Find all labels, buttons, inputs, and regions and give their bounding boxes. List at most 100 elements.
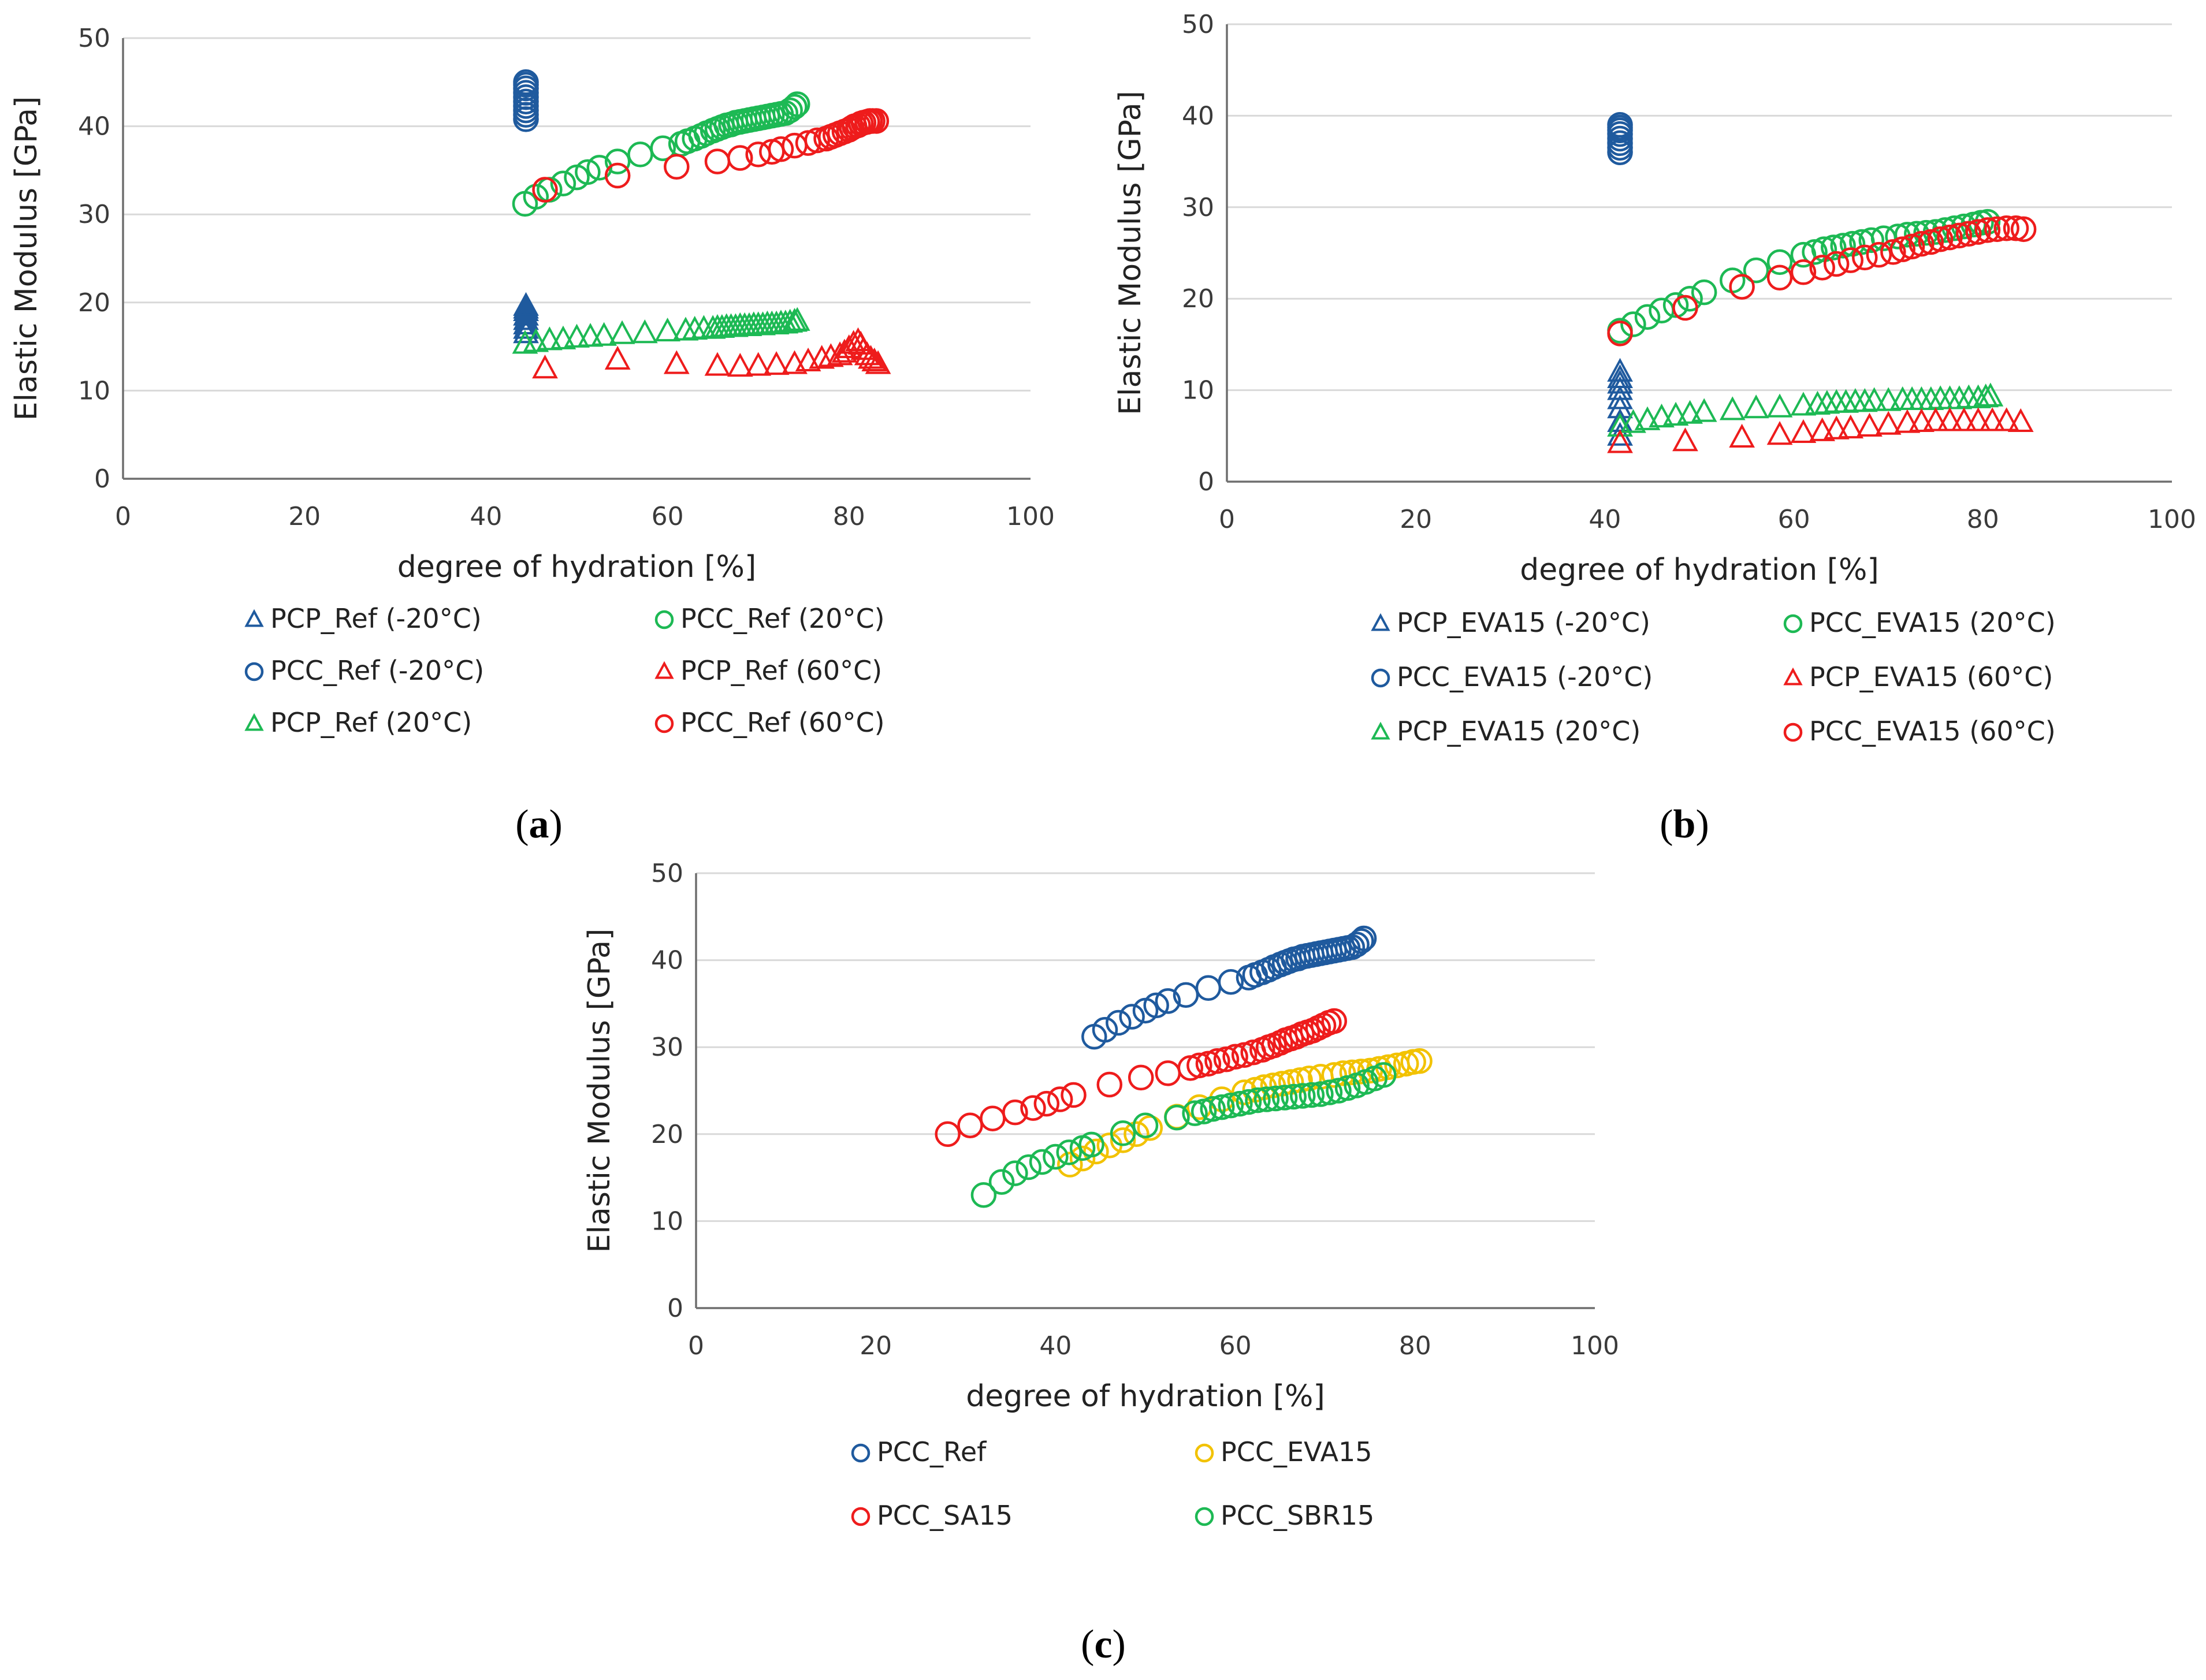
panel-c-legend-label: PCC_Ref	[877, 1436, 987, 1467]
panel-a-x-tick-label: 0	[115, 502, 131, 531]
panel-b-point	[1607, 111, 1633, 138]
panel-b-point	[1894, 409, 1921, 433]
panel-b-point	[1889, 236, 1915, 262]
panel-c-point	[1263, 1085, 1289, 1112]
panel-c-point	[1124, 1121, 1149, 1148]
panel-b-point	[1790, 392, 1817, 416]
panel-c-point	[1029, 1149, 1055, 1175]
panel-a-x-tick-label: 40	[470, 502, 502, 531]
panel-b-point	[1766, 249, 1793, 275]
panel-c-point	[1186, 1052, 1212, 1079]
panel-a-legend: PCP_Ref (-20°C) PCC_Ref (-20°C) PCP_Ref (2…	[244, 603, 885, 738]
panel-c-series-3	[970, 1062, 1397, 1208]
panel-b-axes	[1226, 24, 2172, 483]
panel-a-series-4	[532, 327, 891, 379]
panel-c-y-tick-label: 20	[651, 1120, 683, 1149]
panel-a-legend-marker	[244, 713, 264, 731]
panel-c-point	[1092, 1016, 1118, 1043]
panel-a-gridlines	[123, 37, 1031, 392]
panel-b-point	[1634, 406, 1661, 430]
panel-b-legend-item: PCC_EVA15 (60°C)	[1783, 716, 2056, 747]
panel-b-point	[1974, 217, 2001, 243]
panel-c-point	[980, 1105, 1006, 1131]
panel-b-point	[1979, 407, 2006, 431]
panel-b-point	[1809, 417, 1836, 441]
panel-b-legend-marker	[1371, 613, 1390, 631]
panel-b-legend-marker	[1783, 614, 1803, 634]
panel-a-point	[513, 69, 539, 95]
panel-a-point	[577, 323, 604, 347]
panel-b-point	[1802, 239, 1828, 265]
panel-c-point	[1204, 1048, 1230, 1074]
panel-a-y-tick-label: 50	[78, 24, 110, 53]
panel-b-legend-item: PCC_EVA15 (20°C)	[1783, 607, 2056, 638]
panel-c-point	[1182, 1100, 1208, 1126]
panel-a-point	[532, 355, 558, 379]
panel-a-legend-label: PCC_Ref (20°C)	[680, 603, 885, 634]
panel-a-point	[768, 136, 794, 162]
panel-c-x-tick-label: 20	[860, 1331, 892, 1361]
panel-b-point	[1858, 227, 1885, 254]
panel-b-point	[1899, 233, 1925, 260]
panel-b-gridlines	[1227, 23, 2172, 392]
panel-b-x-axis-label: degree of hydration [%]	[1520, 553, 1879, 587]
panel-c-point	[1321, 1008, 1348, 1034]
panel-b-point	[1662, 292, 1689, 318]
panel-b-y-tick-label: 10	[1182, 376, 1214, 405]
panel-b-legend-label: PCP_EVA15 (60°C)	[1809, 661, 2053, 692]
panel-a-point	[609, 320, 635, 344]
panel-c-point	[1218, 969, 1244, 995]
panel-c-legend-item: PCC_EVA15	[1195, 1436, 1372, 1467]
panel-a-point	[664, 154, 690, 180]
panel-b-point	[1937, 224, 1963, 251]
panel-b-point	[1922, 407, 1949, 431]
panel-c-y-tick-label: 30	[651, 1033, 683, 1062]
panel-a-point	[532, 177, 558, 203]
panel-b-point	[1649, 297, 1675, 324]
panel-c-point	[1290, 1083, 1316, 1109]
panel-c-y-tick-label: 0	[667, 1294, 683, 1323]
panel-a-legend-marker	[654, 610, 674, 629]
panel-a-legend-label: PCP_Ref (60°C)	[680, 655, 882, 686]
panel-a-point	[523, 328, 549, 352]
panel-a-x-tick-label: 60	[652, 502, 684, 531]
panel-b-point	[1857, 412, 1883, 437]
panel-c-point	[1106, 1010, 1132, 1036]
panel-c-legend-label: PCC_SBR15	[1221, 1500, 1374, 1531]
panel-c-point	[1155, 1060, 1181, 1086]
panel-c-point	[1110, 1120, 1136, 1146]
panel-c-point	[1057, 1152, 1083, 1178]
panel-a-point	[704, 352, 731, 376]
panel-b-point	[1607, 321, 1633, 347]
panel-a-point	[523, 184, 549, 210]
panel-c-y-tick-label: 50	[651, 859, 683, 888]
panel-b-point	[1984, 216, 2010, 243]
panel-a-x-tick-label: 20	[288, 502, 321, 531]
panel-c-point	[1078, 1131, 1104, 1158]
panel-c-point	[1056, 1139, 1082, 1165]
panel-a-point	[663, 350, 690, 374]
panel-c-point	[1222, 1044, 1248, 1070]
panel-b-point	[1993, 407, 2020, 431]
panel-c-legend-marker	[851, 1443, 871, 1463]
panel-b-legend-marker	[1371, 721, 1390, 740]
panel-c-point	[1002, 1099, 1028, 1126]
panel-b-point	[1837, 414, 1864, 439]
panel-a-point	[513, 297, 539, 322]
panel-c-point	[1245, 1087, 1271, 1113]
panel-a-marks	[512, 69, 891, 379]
panel-a-legend-item: PCP_Ref (60°C)	[654, 655, 882, 686]
panel-b-point	[1852, 244, 1878, 271]
panel-b-point	[1909, 230, 1935, 257]
panel-a-legend-label: PCP_Ref (20°C)	[270, 707, 472, 738]
panel-c-y-tick-label: 40	[651, 946, 683, 975]
panel-b-point	[1677, 400, 1703, 424]
panel-a-legend-item: PCC_Ref (60°C)	[654, 707, 885, 738]
panel-a-point	[827, 341, 853, 366]
panel-b-y-axis-label: Elastic Modulus [GPa]	[1113, 91, 1148, 415]
panel-a-legend-marker	[244, 609, 264, 627]
panel-b-series-2	[1607, 382, 2004, 437]
panel-b-point	[1909, 408, 1935, 433]
panel-b-x-tick-label: 100	[2148, 505, 2196, 534]
panel-c-x-tick-label: 60	[1219, 1331, 1252, 1361]
